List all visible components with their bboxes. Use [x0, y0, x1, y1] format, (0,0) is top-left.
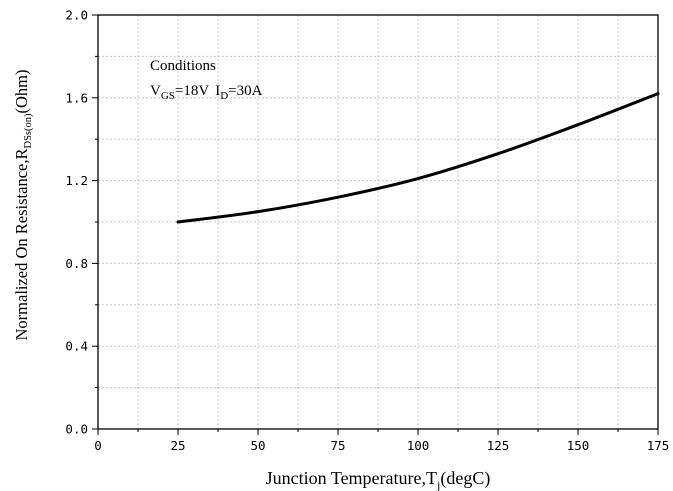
y-tick-label: 0.0	[65, 422, 88, 437]
grid	[98, 15, 658, 429]
y-axis-title-main: Normalized On Resistance,	[12, 160, 31, 341]
x-axis-title-unit: (degC)	[440, 468, 490, 489]
x-axis-title: Junction Temperature,Tj(degC)	[266, 468, 491, 491]
id-symbol: I	[215, 83, 220, 99]
x-axis-title-subscript: j	[436, 478, 440, 491]
vgs-subscript: GS	[161, 90, 175, 102]
y-tick-label: 1.6	[65, 90, 88, 105]
x-tick-label: 175	[647, 438, 670, 453]
x-tick-label: 150	[567, 438, 590, 453]
id-subscript: D	[220, 90, 228, 102]
y-axis-title: Normalized On Resistance,RDSs(on)(Ohm)	[12, 69, 34, 340]
y-tick-label: 1.2	[65, 173, 88, 188]
conditions-annotation: Conditions VGS=18V ID=30A	[150, 58, 263, 102]
y-axis-title-symbol: R	[12, 149, 31, 160]
y-tick-label: 0.4	[65, 339, 88, 354]
x-tick-label: 0	[94, 438, 102, 453]
conditions-heading: Conditions	[150, 58, 216, 74]
y-axis-title-unit: (Ohm)	[12, 69, 31, 113]
x-tick-label: 75	[330, 438, 345, 453]
id-value: =30A	[228, 83, 262, 99]
y-tick-label: 2.0	[65, 8, 88, 23]
x-tick-label: 100	[407, 438, 430, 453]
conditions-values: VGS=18V ID=30A	[150, 83, 263, 102]
axis-ticks	[92, 14, 659, 435]
y-tick-labels: 0.0 0.4 0.8 1.2 1.6 2.0	[65, 8, 88, 437]
vgs-value: =18V	[175, 83, 209, 99]
y-axis-title-subscript: DSs(on)	[23, 113, 34, 149]
x-tick-label: 50	[250, 438, 265, 453]
x-tick-labels: 0 25 50 75 100 125 150 175	[94, 438, 669, 453]
series-layer	[176, 92, 660, 224]
x-tick-label: 125	[487, 438, 510, 453]
x-axis-title-main: Junction Temperature,	[266, 468, 426, 488]
series-line	[176, 92, 660, 224]
x-axis-title-symbol: T	[426, 468, 437, 488]
y-tick-label: 0.8	[65, 256, 88, 271]
x-tick-label: 25	[170, 438, 185, 453]
vgs-symbol: V	[150, 83, 161, 99]
